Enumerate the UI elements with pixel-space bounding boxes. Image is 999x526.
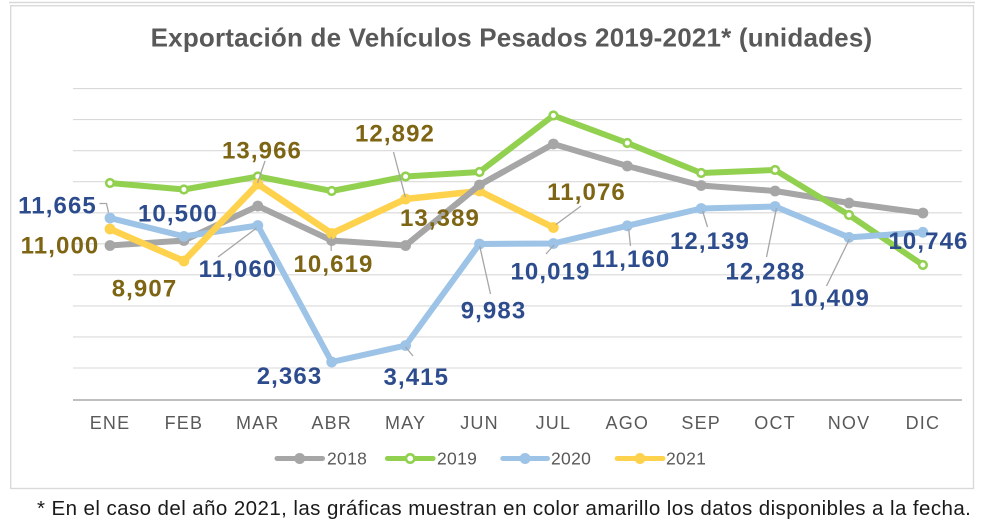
svg-text:13,389: 13,389	[400, 205, 480, 232]
svg-text:10,746: 10,746	[888, 228, 968, 255]
svg-text:DIC: DIC	[906, 413, 941, 433]
svg-text:AGO: AGO	[605, 413, 649, 433]
svg-text:11,076: 11,076	[547, 179, 626, 206]
svg-text:SEP: SEP	[681, 413, 721, 433]
svg-text:MAR: MAR	[236, 413, 280, 433]
svg-text:11,060: 11,060	[199, 256, 278, 283]
svg-text:2018: 2018	[327, 449, 367, 469]
svg-text:10,409: 10,409	[790, 285, 870, 312]
svg-text:13,966: 13,966	[222, 138, 302, 165]
svg-text:8,907: 8,907	[112, 276, 178, 303]
svg-text:10,500: 10,500	[138, 200, 218, 227]
svg-text:10,019: 10,019	[510, 259, 590, 286]
svg-text:2021: 2021	[666, 449, 706, 469]
svg-text:3,415: 3,415	[384, 364, 450, 391]
svg-text:12,288: 12,288	[725, 258, 805, 285]
svg-text:12,892: 12,892	[355, 121, 435, 148]
svg-text:NOV: NOV	[828, 413, 871, 433]
svg-text:11,160: 11,160	[592, 246, 671, 273]
svg-text:ENE: ENE	[90, 413, 131, 433]
svg-text:11,665: 11,665	[18, 192, 97, 219]
svg-text:9,983: 9,983	[461, 298, 527, 325]
svg-text:11,000: 11,000	[21, 232, 100, 259]
svg-text:ABR: ABR	[311, 413, 352, 433]
svg-text:FEB: FEB	[165, 413, 204, 433]
svg-text:10,619: 10,619	[293, 251, 373, 278]
svg-text:JUL: JUL	[536, 413, 572, 433]
svg-text:JUN: JUN	[460, 413, 499, 433]
svg-text:2020: 2020	[551, 449, 591, 469]
svg-text:* En el caso del año 2021, las: * En el caso del año 2021, las gráficas …	[37, 497, 971, 520]
svg-text:Exportación de Vehículos Pesad: Exportación de Vehículos Pesados 2019-20…	[151, 23, 873, 53]
svg-text:12,139: 12,139	[670, 228, 750, 255]
svg-text:MAY: MAY	[385, 413, 426, 433]
svg-text:2019: 2019	[437, 449, 477, 469]
svg-text:2,363: 2,363	[257, 363, 323, 390]
svg-text:OCT: OCT	[754, 413, 796, 433]
